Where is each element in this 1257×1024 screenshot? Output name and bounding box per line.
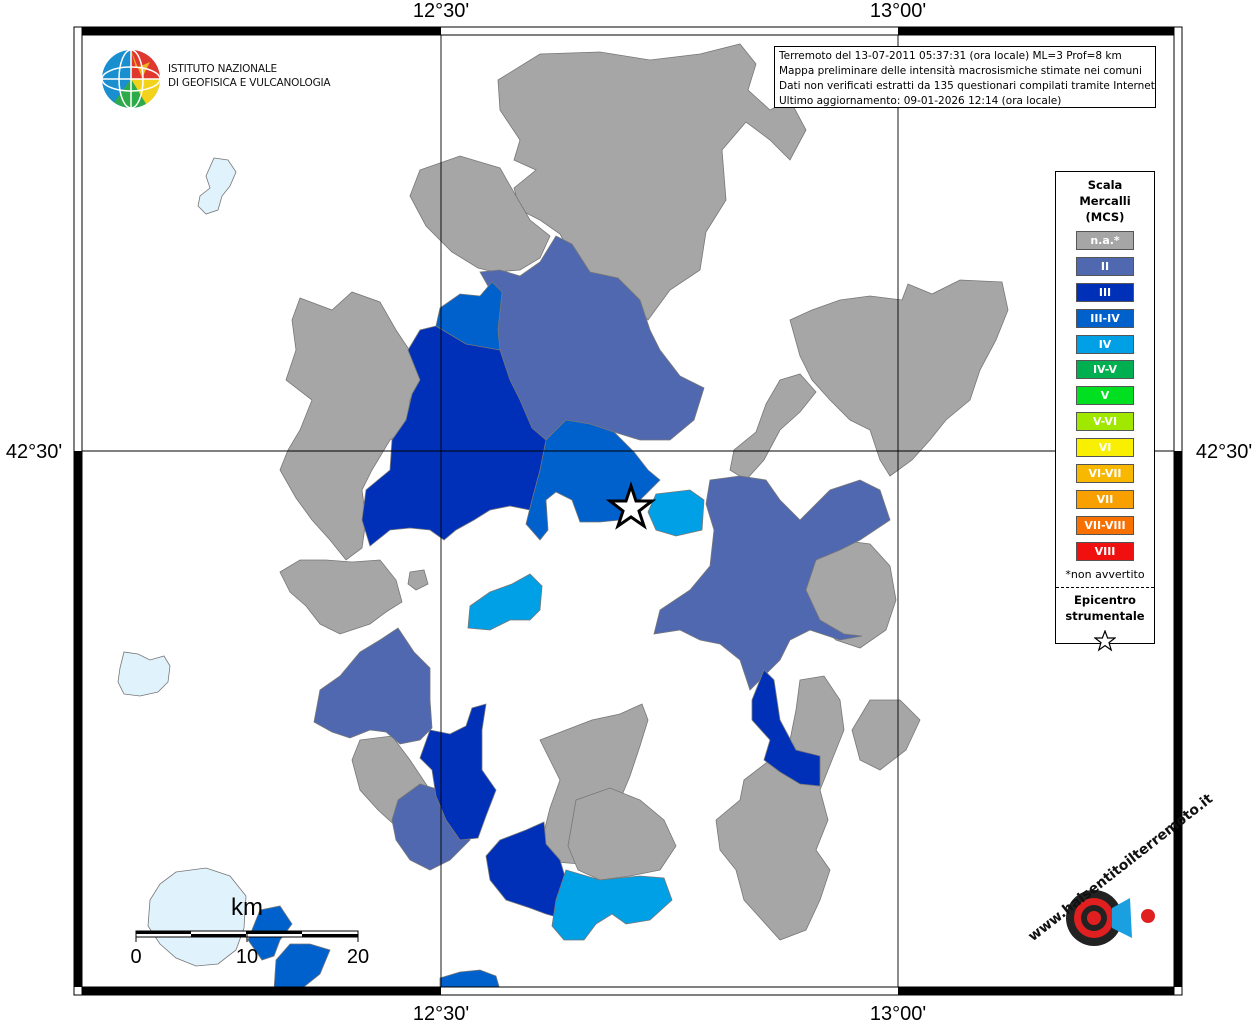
info-line-2: Mappa preliminare delle intensità macros…	[779, 65, 1142, 77]
lon-label-top-1: 12°30'	[413, 0, 469, 22]
area-na-south-east	[715, 675, 845, 941]
area-na-east	[789, 279, 1009, 477]
legend-epicenter-2: strumentale	[1065, 608, 1145, 623]
legend-note: *non avvertito	[1065, 567, 1145, 581]
event-info-box: Terremoto del 13-07-2011 05:37:31 (ora l…	[774, 46, 1156, 108]
area-iv-epicenter	[647, 489, 705, 537]
region-iv	[467, 489, 705, 941]
ingv-logo: ISTITUTO NAZIONALE DI GEOFISICA E VULCAN…	[100, 48, 331, 112]
legend-item-ii: II	[1076, 256, 1134, 276]
legend-item-iv-v: IV-V	[1076, 360, 1134, 380]
lon-label-bottom-2: 13°00'	[870, 1003, 926, 1024]
lakes	[117, 157, 247, 967]
area-na-east-center	[729, 373, 817, 481]
area-iii-north-west	[361, 325, 547, 547]
area-ii-south-west	[313, 627, 433, 745]
area-na-south-center-2	[567, 787, 677, 881]
area-na-west	[279, 291, 421, 561]
lake-north	[197, 157, 237, 215]
logo-line-2: DI GEOFISICA E VULCANOLOGIA	[168, 77, 331, 89]
legend-star-icon	[1056, 628, 1154, 656]
lake-south	[147, 867, 247, 967]
area-iv-south	[551, 869, 673, 941]
legend-item-vi: VI	[1076, 438, 1134, 458]
area-na-far-south-east	[851, 699, 921, 771]
epicenter-star-icon	[605, 481, 657, 530]
legend-item-vii: VII	[1076, 489, 1134, 509]
legend-divider	[1056, 586, 1154, 588]
legend-item-iv: IV	[1076, 334, 1134, 354]
haisentito-logo[interactable]: www.haisentitoilterremoto.it	[1025, 791, 1216, 978]
legend-item-vii-viii: VII-VIII	[1076, 515, 1134, 535]
logo-line-1: ISTITUTO NAZIONALE	[168, 63, 277, 75]
legend-item-vi-vii: VI-VII	[1076, 464, 1134, 484]
legend-items: n.a.* II III III-IV IV IV-V V V-VI VI VI-VII VII VI…	[1056, 231, 1154, 561]
legend-epicenter-1: Epicentro	[1074, 592, 1136, 607]
legend-item-v: V	[1076, 386, 1134, 406]
area-iv-center-west	[467, 573, 543, 631]
area-na-south-small	[407, 569, 429, 591]
scale-tick-0: 0	[130, 946, 141, 968]
legend-item-n-a: n.a.*	[1076, 231, 1134, 250]
legend-title-3: (MCS)	[1085, 210, 1125, 224]
lon-label-top-2: 13°00'	[870, 0, 926, 22]
lat-label-right: 42°30'	[1196, 441, 1252, 463]
intensity-legend: Scala Mercalli (MCS) n.a.* II III III-IV IV I…	[1055, 171, 1155, 652]
map-frame	[73, 26, 1183, 996]
area-na-north-west	[409, 155, 551, 273]
legend-title: Scala Mercalli (MCS)	[1056, 177, 1154, 225]
region-iii	[361, 325, 821, 921]
info-line-1: Terremoto del 13-07-2011 05:37:31 (ora l…	[779, 50, 1122, 62]
legend-epicenter-label: Epicentro strumentale	[1056, 592, 1154, 624]
legend-item-viii: VIII	[1076, 541, 1134, 561]
info-line-4: Ultimo aggiornamento: 09-01-2026 12:14 (…	[779, 95, 1062, 107]
scale-unit: km	[231, 894, 263, 921]
area-iii-south-west	[419, 703, 497, 841]
legend-item-iii: III	[1076, 282, 1134, 302]
legend-item-v-vi: V-VI	[1076, 412, 1134, 432]
lat-label-left: 42°30'	[6, 441, 62, 463]
scale-bar: km 0 10 20	[130, 894, 369, 968]
scale-tick-20: 20	[347, 946, 369, 968]
lon-label-bottom-1: 12°30'	[413, 1003, 469, 1024]
scale-tick-10: 10	[236, 946, 258, 968]
area-iiiiv-bottom-left	[273, 943, 331, 991]
legend-title-2: Mercalli	[1079, 194, 1131, 208]
legend-title-1: Scala	[1087, 178, 1123, 192]
area-na-south-west	[279, 559, 403, 635]
info-line-3: Dati non verificati estratti da 135 ques…	[779, 80, 1156, 92]
globe-icon	[101, 49, 161, 109]
haisentito-icon	[1060, 880, 1155, 960]
area-iiiiv-north	[435, 281, 503, 351]
region-ii	[313, 235, 891, 871]
legend-item-iii-iv: III-IV	[1076, 308, 1134, 328]
area-ii-east	[653, 475, 891, 691]
area-iii-east	[751, 669, 821, 787]
lake-west	[117, 651, 171, 697]
